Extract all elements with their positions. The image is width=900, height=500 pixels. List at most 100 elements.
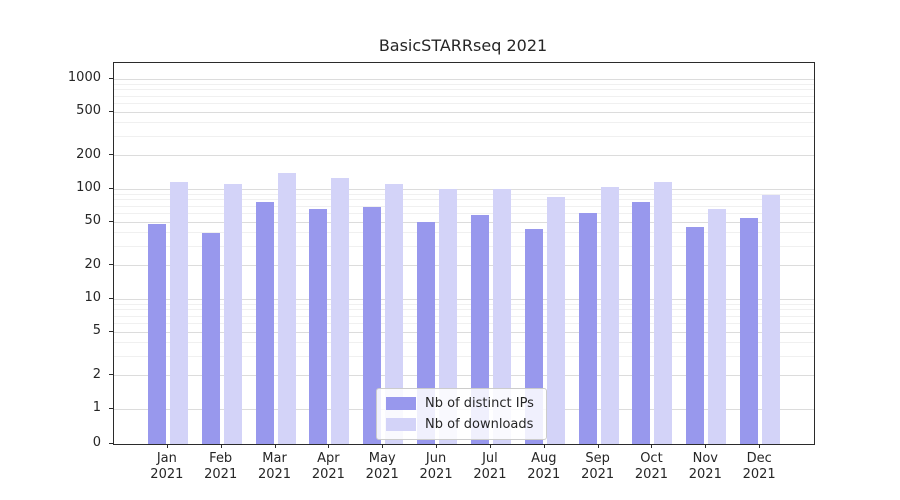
bar-downloads-feb-2021 <box>223 183 242 444</box>
gridline-major-5 <box>114 331 814 333</box>
x-tick-label-mar-2021: Mar 2021 <box>257 451 292 482</box>
y-tick-label-500: 500 <box>76 103 101 119</box>
bar-distinct-ips-jul-2021 <box>470 215 489 444</box>
plot-area: Nb of distinct IPs Nb of downloads <box>113 62 815 445</box>
x-tick-label-jun-2021: Jun 2021 <box>419 451 453 482</box>
x-tick-mark <box>220 444 222 448</box>
y-tick-label-10: 10 <box>84 290 101 305</box>
x-tick-label-apr-2021: Apr 2021 <box>311 451 345 482</box>
bar-distinct-ips-feb-2021 <box>201 232 220 444</box>
y-tick-mark <box>109 297 113 299</box>
x-tick-label-nov-2021: Nov 2021 <box>688 451 722 482</box>
legend-swatch-distinct-ips <box>386 397 416 410</box>
gridline-minor-300 <box>114 136 814 138</box>
bar-distinct-ips-dec-2021 <box>740 217 759 444</box>
x-tick-mark <box>597 444 599 448</box>
bar-downloads-jul-2021 <box>492 189 511 444</box>
y-tick-mark <box>109 407 113 409</box>
y-tick-label-100: 100 <box>76 180 101 195</box>
gridline-major-20 <box>114 265 814 267</box>
legend-swatch-downloads <box>386 418 416 431</box>
gridline-minor-4 <box>114 342 814 344</box>
y-tick-label-1000: 1000 <box>67 70 101 85</box>
y-tick-mark <box>109 374 113 376</box>
y-tick-label-0: 0 <box>92 435 101 450</box>
bar-downloads-jun-2021 <box>439 189 458 444</box>
bar-downloads-dec-2021 <box>762 195 781 444</box>
y-tick-mark <box>109 330 113 332</box>
bar-downloads-jan-2021 <box>169 182 188 444</box>
gridline-major-2 <box>114 375 814 377</box>
y-tick-mark <box>109 77 113 79</box>
y-axis-tick-labels: 0 1 2 5 10 20 50 100 200 500 1000 <box>0 62 113 450</box>
gridline-major-500 <box>114 111 814 113</box>
gridline-minor-30 <box>114 246 814 248</box>
gridline-major-100 <box>114 188 814 190</box>
x-tick-mark <box>436 444 438 448</box>
x-tick-label-sep-2021: Sep 2021 <box>581 451 615 482</box>
legend-item-distinct-ips: Nb of distinct IPs <box>386 396 534 411</box>
y-tick-mark <box>109 110 113 112</box>
x-tick-mark <box>274 444 276 448</box>
gridline-minor-6 <box>114 322 814 324</box>
x-tick-mark <box>651 444 653 448</box>
legend-item-downloads: Nb of downloads <box>386 417 534 432</box>
chart-title: BasicSTARRseq 2021 <box>378 36 548 55</box>
bar-downloads-may-2021 <box>385 184 404 444</box>
y-tick-label-1: 1 <box>92 400 101 415</box>
x-tick-mark <box>759 444 761 448</box>
gridline-minor-900 <box>114 83 814 85</box>
x-tick-label-dec-2021: Dec 2021 <box>742 451 776 482</box>
x-tick-mark <box>328 444 330 448</box>
x-tick-label-jul-2021: Jul 2021 <box>473 451 507 482</box>
y-tick-mark <box>109 220 113 222</box>
gridline-minor-800 <box>114 89 814 91</box>
y-tick-mark <box>109 264 113 266</box>
x-tick-mark <box>489 444 491 448</box>
x-tick-label-aug-2021: Aug 2021 <box>527 451 561 482</box>
gridline-minor-9 <box>114 303 814 305</box>
gridline-minor-40 <box>114 232 814 234</box>
gridline-major-50 <box>114 221 814 223</box>
gridline-major-10 <box>114 298 814 300</box>
legend-label-distinct-ips: Nb of distinct IPs <box>425 396 534 411</box>
gridline-minor-80 <box>114 199 814 201</box>
y-tick-label-200: 200 <box>76 146 101 162</box>
gridline-minor-7 <box>114 315 814 317</box>
bar-downloads-sep-2021 <box>600 187 619 444</box>
bar-distinct-ips-sep-2021 <box>578 212 597 444</box>
x-tick-label-oct-2021: Oct 2021 <box>634 451 668 482</box>
gridline-minor-3 <box>114 356 814 358</box>
y-tick-label-2: 2 <box>92 366 101 382</box>
bar-distinct-ips-jan-2021 <box>147 224 166 444</box>
bar-downloads-nov-2021 <box>708 208 727 444</box>
x-tick-label-feb-2021: Feb 2021 <box>204 451 238 482</box>
gridline-minor-60 <box>114 212 814 214</box>
y-tick-label-5: 5 <box>92 323 101 339</box>
bar-downloads-mar-2021 <box>277 172 296 444</box>
x-tick-mark <box>543 444 545 448</box>
y-tick-mark <box>109 187 113 189</box>
bar-distinct-ips-nov-2021 <box>686 227 705 444</box>
x-tick-label-jan-2021: Jan 2021 <box>150 451 184 482</box>
bar-downloads-aug-2021 <box>546 196 565 444</box>
bar-downloads-apr-2021 <box>331 177 350 444</box>
x-tick-mark <box>166 444 168 448</box>
gridline-minor-400 <box>114 122 814 124</box>
y-tick-mark <box>109 442 113 444</box>
y-tick-label-20: 20 <box>84 256 101 272</box>
bar-distinct-ips-may-2021 <box>363 207 382 444</box>
x-tick-label-may-2021: May 2021 <box>365 451 399 482</box>
gridline-major-200 <box>114 155 814 157</box>
gridline-minor-8 <box>114 309 814 311</box>
gridline-minor-700 <box>114 95 814 97</box>
legend-label-downloads: Nb of downloads <box>425 417 534 432</box>
x-axis-tick-labels: Jan 2021 Feb 2021 Mar 2021 Apr 2021 May 2021 Jun 20… <box>113 444 813 494</box>
bar-distinct-ips-oct-2021 <box>632 201 651 444</box>
gridline-major-1000 <box>114 78 814 80</box>
bar-distinct-ips-mar-2021 <box>255 202 274 444</box>
gridline-minor-600 <box>114 102 814 104</box>
bar-downloads-oct-2021 <box>654 181 673 444</box>
gridline-minor-70 <box>114 205 814 207</box>
